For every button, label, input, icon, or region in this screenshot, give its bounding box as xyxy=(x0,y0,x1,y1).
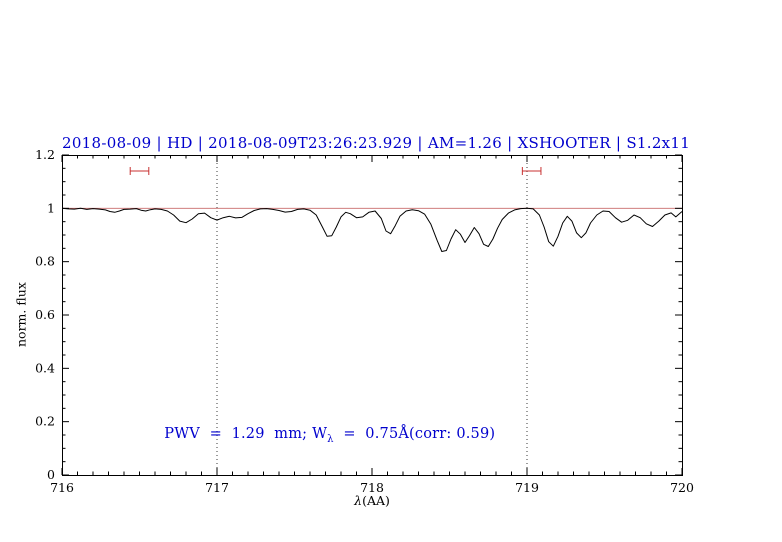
lambda-symbol: λ xyxy=(354,493,363,508)
svg-text:719: 719 xyxy=(515,480,539,495)
svg-text:0: 0 xyxy=(47,467,55,482)
svg-text:718: 718 xyxy=(360,480,384,495)
svg-text:717: 717 xyxy=(205,480,229,495)
x-axis-label: λ(AA) xyxy=(62,493,682,508)
plot-title: 2018-08-09 | HD | 2018-08-09T23:26:23.92… xyxy=(62,134,691,152)
pwv-annotation-prefix: PWV = 1.29 mm; W xyxy=(164,426,328,442)
y-axis-label: norm. flux xyxy=(13,282,29,348)
svg-text:720: 720 xyxy=(670,480,694,495)
svg-text:0.4: 0.4 xyxy=(35,360,55,375)
pwv-annotation-suffix: = 0.75Å(corr: 0.59) xyxy=(333,426,496,442)
svg-text:0.2: 0.2 xyxy=(35,414,55,429)
svg-text:0.6: 0.6 xyxy=(35,307,55,322)
svg-text:1.2: 1.2 xyxy=(35,147,55,162)
svg-text:0.8: 0.8 xyxy=(35,254,55,269)
pwv-annotation: PWV = 1.29 mm; Wλ = 0.75Å(corr: 0.59) xyxy=(145,410,495,461)
svg-text:716: 716 xyxy=(50,480,74,495)
svg-text:1: 1 xyxy=(47,200,55,215)
pwv-annotation-sub: λ xyxy=(327,433,334,445)
x-axis-unit: (AA) xyxy=(362,493,390,508)
